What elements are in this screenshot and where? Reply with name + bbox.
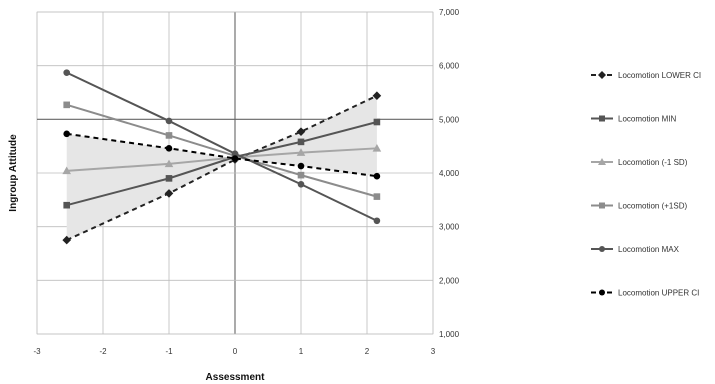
x-tick-label: -1 — [165, 347, 173, 356]
data-point — [231, 155, 239, 162]
series-group — [62, 69, 382, 245]
data-point — [598, 158, 606, 165]
y-tick-label: 4,000 — [439, 169, 460, 178]
data-point — [599, 202, 605, 209]
data-point — [598, 71, 606, 79]
data-point — [373, 118, 381, 126]
data-point — [372, 144, 382, 152]
data-point — [164, 189, 174, 198]
x-tick-label: -3 — [33, 347, 41, 356]
data-point — [599, 289, 605, 296]
data-point — [372, 91, 382, 101]
y-tick-label: 5,000 — [439, 115, 460, 124]
y-tick-label: 3,000 — [439, 223, 460, 232]
data-point — [373, 217, 381, 225]
legend-label: Locomotion MIN — [618, 115, 676, 124]
data-point — [296, 127, 306, 136]
data-point — [62, 235, 71, 245]
data-point — [373, 193, 381, 200]
data-point — [599, 115, 605, 122]
series-locomotion-max — [63, 69, 381, 225]
x-tick-label: 0 — [233, 347, 238, 356]
x-tick-label: 2 — [365, 347, 370, 356]
legend-label: Locomotion LOWER CI — [618, 71, 701, 80]
data-point — [599, 246, 605, 252]
data-point — [165, 175, 173, 182]
data-point — [62, 166, 71, 175]
data-point — [297, 162, 305, 170]
x-axis-title: Assessment — [206, 372, 266, 383]
y-tick-label: 2,000 — [439, 276, 460, 285]
legend-label: Locomotion MAX — [618, 245, 680, 254]
legend: Locomotion LOWER CI Locomotion MIN Locomot… — [591, 71, 701, 298]
gridlines — [36, 11, 434, 335]
legend-label: Locomotion (-1 SD) — [618, 158, 688, 167]
data-point — [165, 145, 173, 152]
legend-item: Locomotion LOWER CI — [591, 71, 701, 80]
legend-label: Locomotion (+1SD) — [618, 202, 687, 211]
data-point — [296, 148, 306, 156]
x-tick-label: 1 — [299, 347, 304, 356]
data-point — [63, 201, 70, 209]
data-point — [373, 172, 381, 180]
data-point — [63, 130, 70, 138]
x-tick-label: 3 — [431, 347, 436, 356]
y-axis-ticks: 1,000 2,000 3,000 4,000 5,000 6,000 7,000 — [439, 8, 460, 339]
y-tick-label: 7,000 — [439, 8, 460, 17]
data-point — [297, 180, 305, 188]
legend-item: Locomotion (-1 SD) — [591, 158, 688, 167]
data-point — [164, 159, 174, 168]
y-tick-label: 1,000 — [439, 330, 460, 339]
series-line — [66, 132, 378, 178]
x-tick-label: -2 — [99, 347, 107, 356]
y-tick-label: 6,000 — [439, 62, 460, 71]
data-point — [165, 132, 173, 139]
legend-item: Locomotion UPPER CI — [591, 289, 699, 298]
series-line — [66, 94, 378, 241]
data-point — [63, 69, 70, 76]
legend-item: Locomotion (+1SD) — [591, 202, 687, 211]
y-axis-title: Ingroup Attitude — [8, 134, 19, 212]
series-locomotion-upper-ci — [63, 130, 381, 180]
legend-item: Locomotion MAX — [591, 245, 680, 254]
data-point — [63, 101, 70, 109]
legend-item: Locomotion MIN — [591, 115, 676, 124]
data-point — [297, 171, 305, 179]
data-point — [231, 150, 239, 157]
x-axis-ticks: -3 -2 -1 0 1 2 3 — [33, 347, 435, 356]
legend-label: Locomotion UPPER CI — [618, 289, 699, 298]
data-point — [297, 138, 305, 146]
data-point — [165, 117, 173, 125]
